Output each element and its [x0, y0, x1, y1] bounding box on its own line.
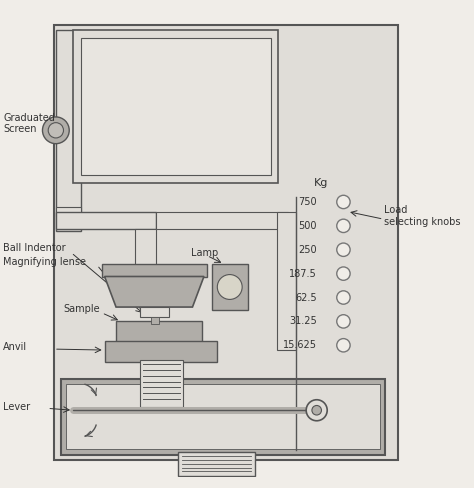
Polygon shape: [54, 25, 398, 460]
Circle shape: [43, 117, 69, 143]
Polygon shape: [116, 322, 202, 343]
Text: Ball Indentor: Ball Indentor: [3, 243, 66, 253]
Polygon shape: [61, 379, 385, 455]
Circle shape: [306, 400, 327, 421]
Text: 31.25: 31.25: [289, 316, 317, 326]
Circle shape: [337, 219, 350, 233]
Polygon shape: [105, 277, 204, 307]
Polygon shape: [151, 317, 159, 324]
Text: Lamp: Lamp: [191, 247, 218, 258]
Text: 500: 500: [298, 221, 317, 231]
Text: 750: 750: [298, 197, 317, 207]
Circle shape: [337, 243, 350, 256]
Circle shape: [337, 195, 350, 209]
Polygon shape: [140, 307, 169, 317]
Circle shape: [48, 122, 64, 138]
Polygon shape: [56, 30, 81, 231]
Polygon shape: [56, 211, 156, 229]
Polygon shape: [56, 207, 81, 216]
Circle shape: [337, 339, 350, 352]
Text: Load
selecting knobs: Load selecting knobs: [383, 205, 460, 227]
Polygon shape: [105, 341, 217, 362]
Text: Magnifying lense: Magnifying lense: [3, 257, 86, 267]
Polygon shape: [73, 30, 278, 183]
Circle shape: [337, 267, 350, 280]
Circle shape: [312, 406, 321, 415]
Polygon shape: [102, 264, 207, 278]
Polygon shape: [135, 229, 156, 267]
Text: 250: 250: [298, 245, 317, 255]
Text: Graduated
Screen: Graduated Screen: [3, 113, 55, 134]
Polygon shape: [66, 385, 380, 449]
Polygon shape: [140, 360, 183, 407]
Polygon shape: [81, 38, 271, 175]
Polygon shape: [178, 452, 255, 476]
Polygon shape: [156, 211, 288, 229]
Circle shape: [217, 275, 242, 300]
Text: Sample: Sample: [64, 304, 100, 314]
Text: 15.625: 15.625: [283, 340, 317, 350]
Polygon shape: [211, 264, 248, 310]
Text: Kg: Kg: [314, 178, 328, 188]
Polygon shape: [276, 211, 296, 350]
Text: 62.5: 62.5: [295, 292, 317, 303]
Text: Anvil: Anvil: [3, 342, 27, 352]
Circle shape: [337, 315, 350, 328]
Circle shape: [337, 291, 350, 304]
Text: 187.5: 187.5: [289, 268, 317, 279]
Text: Lever: Lever: [3, 403, 30, 412]
